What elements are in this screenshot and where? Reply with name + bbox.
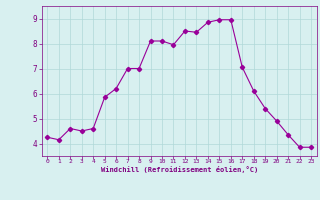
X-axis label: Windchill (Refroidissement éolien,°C): Windchill (Refroidissement éolien,°C) (100, 166, 258, 173)
